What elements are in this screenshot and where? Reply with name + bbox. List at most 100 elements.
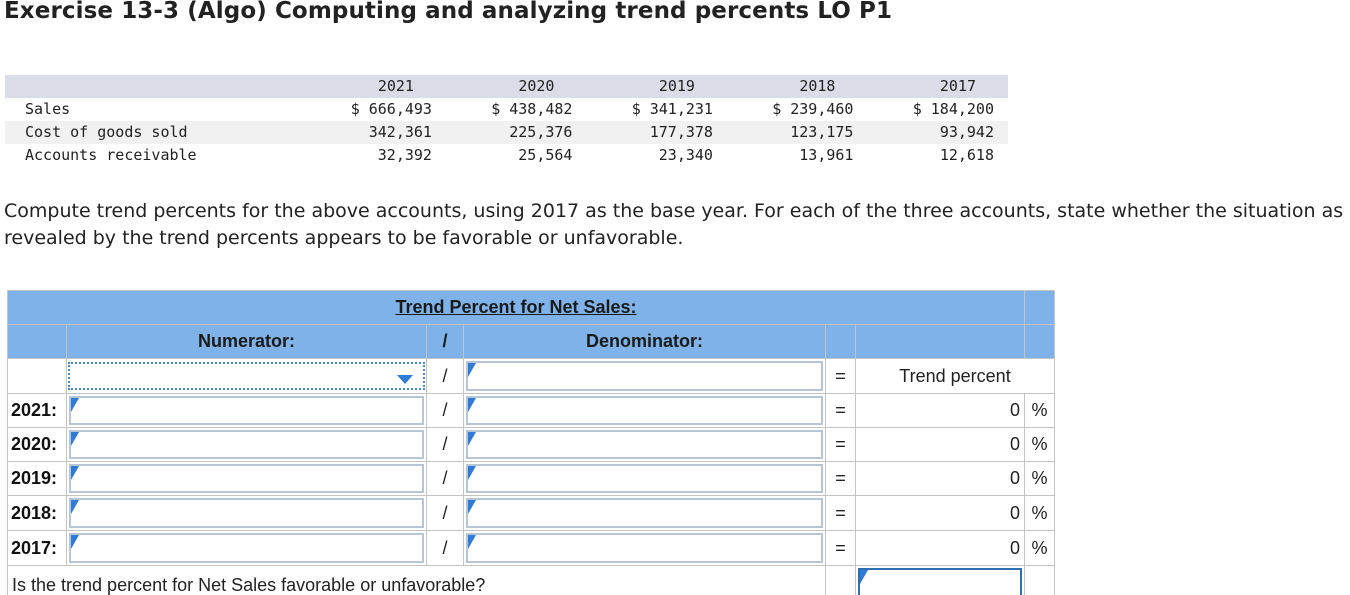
answer-cell — [856, 566, 1025, 595]
year-row: 2020: / = 0 % — [7, 428, 1055, 462]
table-cell: 25,564 — [518, 146, 573, 164]
slash: / — [427, 394, 464, 428]
label-row: / = Trend percent — [7, 359, 1055, 394]
question-blank — [826, 566, 856, 595]
percent-unit: % — [1025, 428, 1055, 462]
denominator-label-cell — [464, 359, 826, 394]
year-label: 2021: — [7, 394, 67, 428]
equals-sign: = — [826, 428, 856, 462]
label-row-blank — [7, 359, 67, 394]
equals-sign: = — [826, 394, 856, 428]
numerator-label-cell — [67, 359, 427, 394]
heading-cell — [1025, 290, 1055, 325]
row-label: Accounts receivable — [25, 146, 197, 164]
year-header: 2020 — [518, 77, 555, 95]
percent-unit: % — [1025, 394, 1055, 428]
year-header: 2019 — [658, 77, 695, 95]
slash-header: / — [427, 325, 464, 359]
trend-percent-value: 0 — [856, 531, 1025, 566]
row-label: Cost of goods sold — [25, 123, 188, 141]
percent-unit: % — [1025, 531, 1055, 566]
table-cell: 342,361 — [368, 123, 432, 141]
percent-unit: % — [1025, 462, 1055, 496]
table-row: Accounts receivable 32,392 25,564 23,340… — [5, 144, 1008, 167]
row-label: Sales — [25, 100, 71, 118]
denominator-label-input[interactable] — [466, 361, 823, 391]
year-row: 2018: / = 0 % — [7, 496, 1055, 531]
slash: / — [427, 428, 464, 462]
favorable-select[interactable] — [858, 568, 1022, 595]
slash: / — [427, 496, 464, 531]
table-cell: $ 666,493 — [350, 100, 432, 118]
header-cell — [856, 325, 1025, 359]
trend-percent-value: 0 — [856, 496, 1025, 531]
year-label: 2018: — [7, 496, 67, 531]
denominator-input[interactable] — [466, 498, 823, 528]
table-cell: 93,942 — [939, 123, 994, 141]
year-header: 2017 — [939, 77, 976, 95]
table-cell: $ 341,231 — [631, 100, 713, 118]
equals-sign: = — [826, 462, 856, 496]
table-row: Sales $ 666,493 $ 438,482 $ 341,231 $ 23… — [5, 98, 1008, 121]
table-cell: 23,340 — [658, 146, 713, 164]
denominator-input[interactable] — [466, 464, 823, 493]
denominator-cell — [464, 394, 826, 428]
trend-percent-value: 0 — [856, 394, 1025, 428]
table-cell: 177,378 — [649, 123, 713, 141]
equals-sign: = — [826, 496, 856, 531]
denominator-input[interactable] — [466, 396, 823, 425]
table-row: Cost of goods sold 342,361 225,376 177,3… — [5, 121, 1008, 144]
trend-percent-value: 0 — [856, 428, 1025, 462]
numerator-input[interactable] — [69, 498, 424, 528]
slash: / — [427, 359, 464, 394]
table-cell: $ 184,200 — [912, 100, 994, 118]
denominator-cell — [464, 496, 826, 531]
table-header-row: 2021 2020 2019 2018 2017 — [5, 75, 1008, 98]
table-cell: 32,392 — [377, 146, 432, 164]
numerator-cell — [67, 428, 427, 462]
header-cell — [826, 325, 856, 359]
column-header-row: Numerator: / Denominator: — [7, 325, 1055, 359]
header-cell — [7, 325, 67, 359]
denominator-cell — [464, 531, 826, 566]
denominator-cell — [464, 462, 826, 496]
question-row: Is the trend percent for Net Sales favor… — [7, 566, 1055, 595]
denominator-input[interactable] — [466, 533, 823, 563]
equals-sign: = — [826, 359, 856, 394]
year-label: 2019: — [7, 462, 67, 496]
trend-percent-value: 0 — [856, 462, 1025, 496]
numerator-input[interactable] — [69, 396, 424, 425]
denominator-input[interactable] — [466, 430, 823, 459]
financial-data-table: 2021 2020 2019 2018 2017 Sales $ 666,493… — [5, 75, 1008, 167]
year-row: 2021: / = 0 % — [7, 394, 1055, 428]
table-cell: 225,376 — [509, 123, 573, 141]
account-select-dropdown[interactable] — [68, 362, 425, 390]
slash: / — [427, 462, 464, 496]
year-header: 2021 — [377, 77, 414, 95]
denominator-cell — [464, 428, 826, 462]
page-title: Exercise 13-3 (Algo) Computing and analy… — [4, 0, 893, 24]
instructions-text: Compute trend percents for the above acc… — [4, 200, 1344, 249]
year-header: 2018 — [799, 77, 836, 95]
table-cell: 123,175 — [790, 123, 854, 141]
chevron-down-icon — [397, 375, 413, 384]
slash: / — [427, 531, 464, 566]
trend-percent-label: Trend percent — [856, 359, 1055, 394]
table-cell: $ 438,482 — [491, 100, 573, 118]
numerator-input[interactable] — [69, 533, 424, 563]
year-label: 2017: — [7, 531, 67, 566]
table-cell: 13,961 — [799, 146, 854, 164]
numerator-cell — [67, 531, 427, 566]
numerator-input[interactable] — [69, 464, 424, 493]
question-blank — [1025, 566, 1055, 595]
percent-unit: % — [1025, 496, 1055, 531]
numerator-cell — [67, 394, 427, 428]
worksheet-heading: Trend Percent for Net Sales: — [7, 290, 1025, 325]
trend-worksheet: Trend Percent for Net Sales: Numerator: … — [7, 290, 1055, 595]
worksheet-heading-row: Trend Percent for Net Sales: — [7, 290, 1055, 325]
year-row: 2017: / = 0 % — [7, 531, 1055, 566]
header-cell — [1025, 325, 1055, 359]
favorable-question: Is the trend percent for Net Sales favor… — [7, 566, 826, 595]
numerator-input[interactable] — [69, 430, 424, 459]
numerator-cell — [67, 462, 427, 496]
